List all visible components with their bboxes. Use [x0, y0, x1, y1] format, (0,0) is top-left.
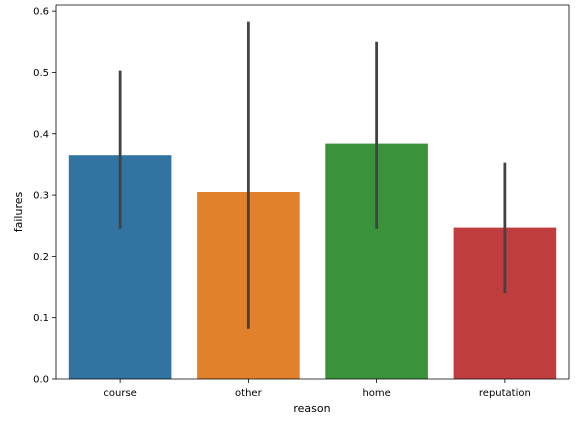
y-tick-label: 0.2	[33, 252, 49, 263]
x-axis-label: reason	[293, 402, 330, 415]
x-tick-label-reputation: reputation	[479, 388, 531, 399]
y-tick-label: 0.5	[33, 68, 49, 79]
x-tick-label-course: course	[103, 388, 136, 399]
plot-area: course other home reputation 0.0 0.1 0.2 0.3 0.4…	[33, 4, 570, 399]
y-tick-label: 0.4	[33, 129, 49, 140]
y-axis-label: failures	[12, 191, 25, 232]
y-tick-label: 0.1	[33, 313, 49, 324]
y-tick-label: 0.0	[33, 375, 49, 386]
x-tick-label-home: home	[362, 388, 390, 399]
y-tick-label: 0.6	[33, 7, 49, 18]
y-tick-label: 0.3	[33, 191, 49, 202]
x-tick-label-other: other	[235, 388, 263, 399]
